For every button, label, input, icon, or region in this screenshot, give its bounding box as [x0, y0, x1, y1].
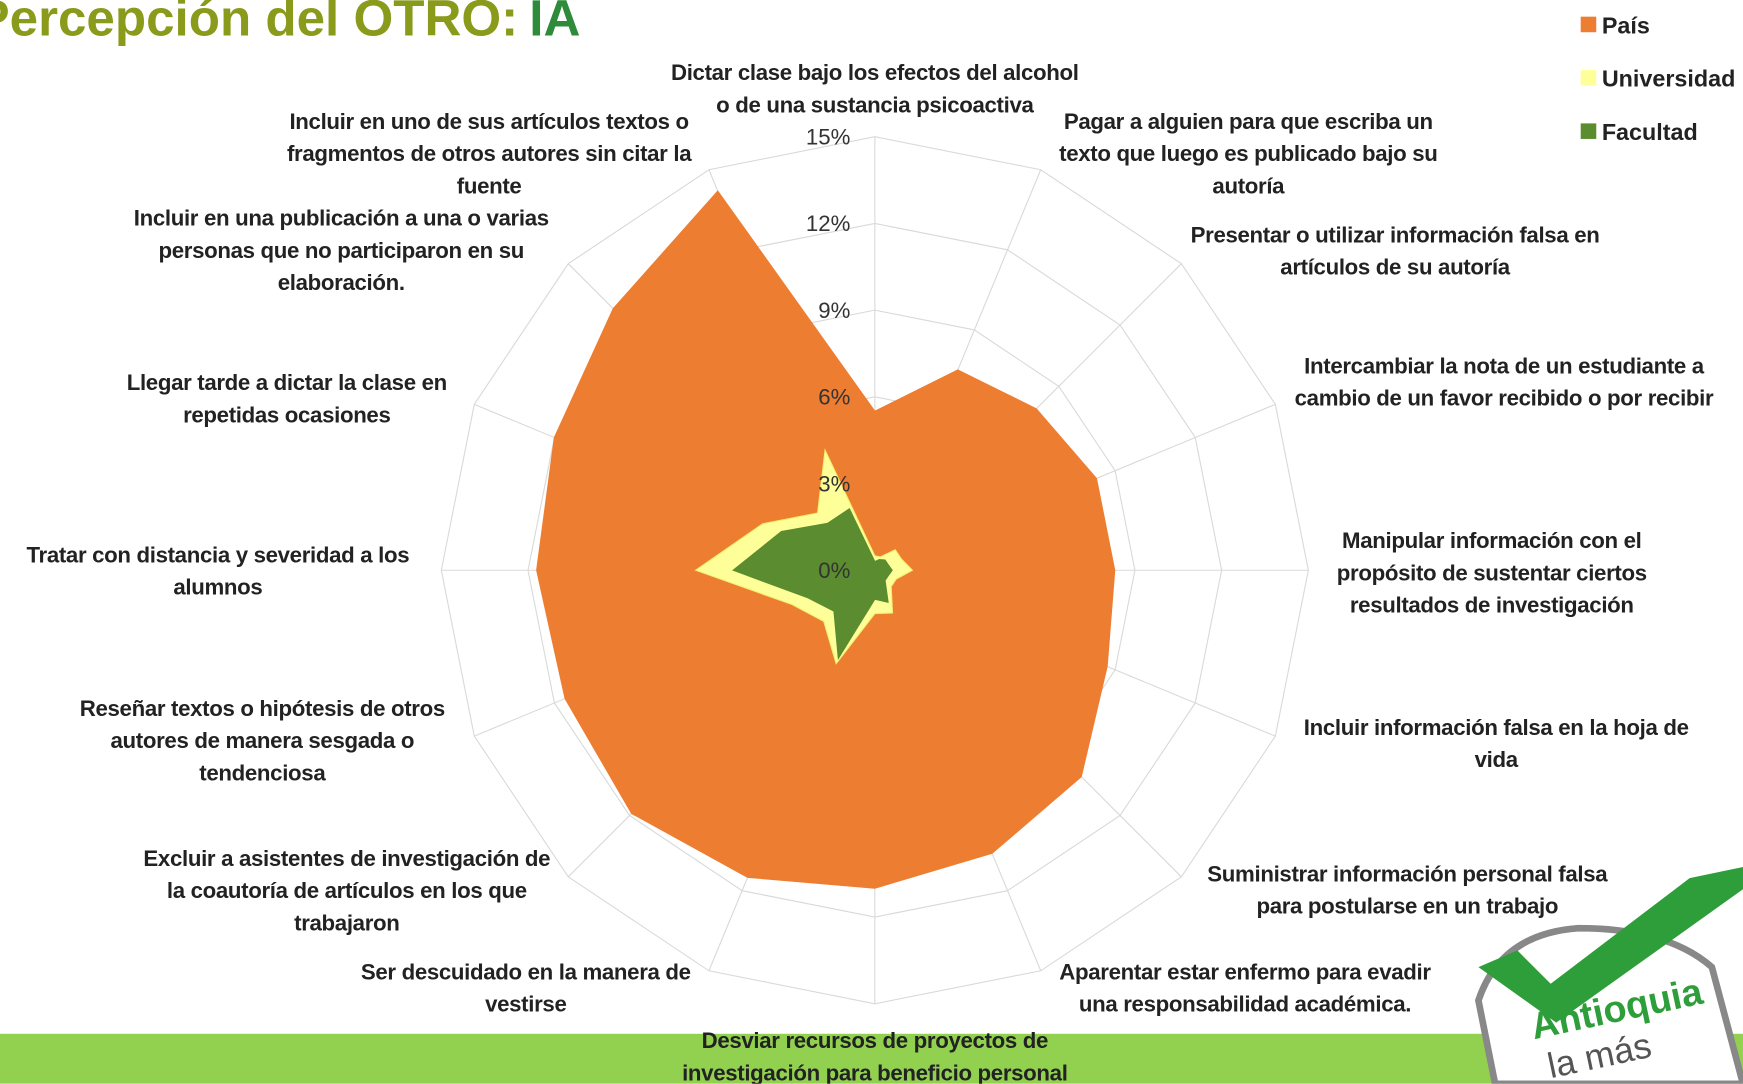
logo: Antioquia la más [1474, 867, 1743, 1084]
legend: País Universidad Facultad [1580, 12, 1736, 145]
footer-bar [0, 1033, 1743, 1084]
axis-label: Manipular información con el propósito d… [1336, 529, 1647, 619]
y-tick-label: 0% [818, 558, 850, 583]
y-tick-label: 12% [806, 211, 850, 236]
axis-label: Pagar a alguien para que escriba un text… [1059, 110, 1438, 199]
axis-label: Excluir a asistentes de investigación de… [143, 847, 551, 936]
y-tick-label: 15% [806, 125, 850, 150]
series-area [732, 508, 893, 661]
legend-swatch [1580, 123, 1597, 139]
axis-label: Tratar con distancia y severidad a los a… [26, 543, 410, 601]
axis-label: Ser descuidado en la manera de vestirse [360, 960, 691, 1018]
axis-label: Intercambiar la nota de un estudiante a … [1294, 354, 1714, 412]
axis-label: Incluir en una publicación a una o varia… [133, 206, 549, 296]
axis-label: Suministrar información personal falsa p… [1207, 862, 1608, 920]
axis-label: Incluir información falsa en la hoja de … [1303, 715, 1689, 773]
legend-label: Universidad [1602, 66, 1736, 92]
axis-label: Presentar o utilizar información falsa e… [1190, 223, 1600, 281]
y-tick-label: 9% [818, 298, 850, 323]
legend-swatch [1580, 70, 1597, 86]
axis-label: Desviar recursos de proyectos de investi… [682, 1029, 1068, 1084]
axis-label: Reseñar textos o hipótesis de otros auto… [79, 696, 445, 786]
axis-label: Aparentar estar enfermo para evadir una … [1059, 960, 1431, 1018]
legend-label: Facultad [1602, 119, 1698, 145]
legend-swatch [1580, 16, 1597, 33]
legend-label: País [1602, 12, 1650, 38]
axis-label: Llegar tarde a dictar la clase en repeti… [126, 371, 448, 428]
axis-label: Dictar clase bajo los efectos del alcoho… [670, 61, 1079, 118]
axis-label: Incluir en uno de sus artículos textos o… [286, 110, 692, 199]
chart-title: Percepción del OTRO: IA [0, 0, 580, 47]
y-tick-label: 6% [818, 385, 850, 410]
y-tick-label: 3% [818, 471, 850, 496]
logo-check [1478, 867, 1743, 1023]
